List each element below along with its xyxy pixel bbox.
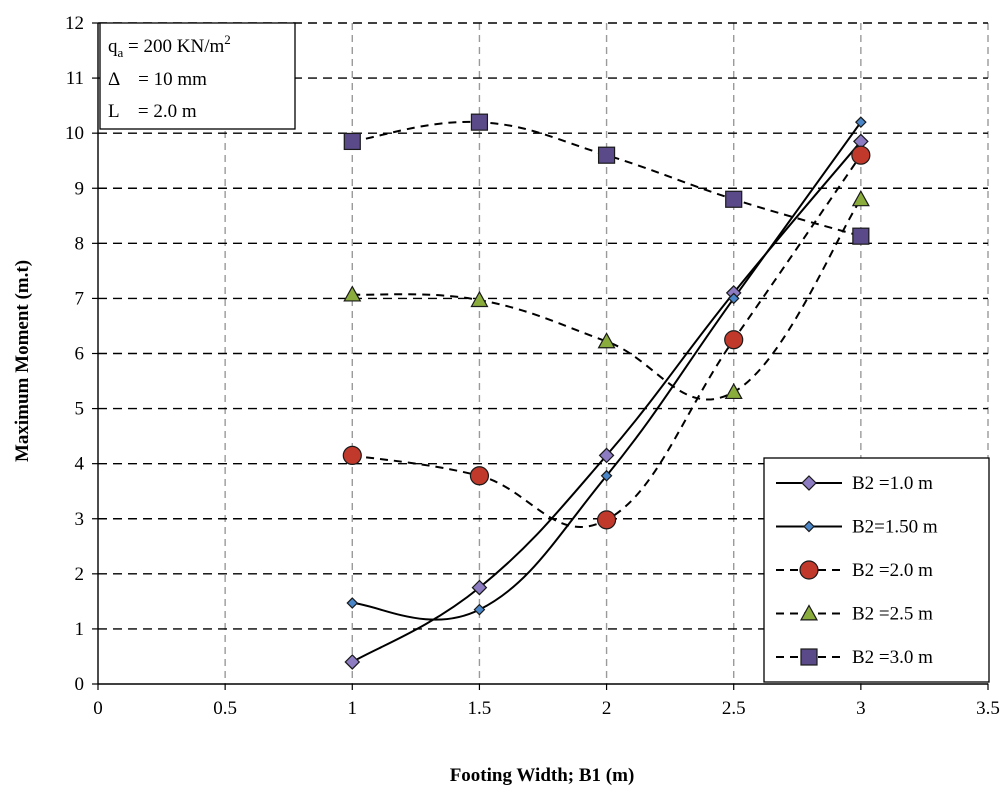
- x-tick-label: 0: [93, 698, 103, 719]
- legend: B2 =1.0 m B2=1.50 m B2 =2.0 m B2 =2.5 m B2 =…: [763, 457, 990, 683]
- annotation-line-2: Δ = 10 mm: [108, 69, 207, 90]
- legend-label-3: B2 =2.0 m: [852, 560, 933, 581]
- y-tick-label: 8: [75, 233, 85, 254]
- x-tick-label: 3: [856, 698, 866, 719]
- legend-marker-4: [799, 604, 819, 621]
- y-tick-label: 0: [75, 674, 85, 695]
- data-point-series-5: [725, 190, 743, 208]
- x-tick-label: 1: [348, 698, 358, 719]
- y-tick-label: 11: [66, 68, 84, 89]
- data-point-series-1: [344, 654, 361, 670]
- axes: [92, 22, 989, 690]
- x-tick-label: 2.5: [722, 698, 746, 719]
- legend-marker-3: [799, 560, 819, 580]
- data-point-series-3: [342, 445, 362, 466]
- legend-label-4: B2 =2.5 m: [852, 604, 933, 625]
- data-point-series-3: [851, 145, 871, 165]
- annotation-line-1: qa = 200 KN/m2: [108, 32, 231, 60]
- x-axis-label: Footing Width; B1 (m): [450, 765, 635, 786]
- series-group: [342, 113, 871, 670]
- y-tick-label: 9: [75, 178, 85, 199]
- y-tick-label: 4: [75, 454, 85, 475]
- y-tick-label: 10: [65, 123, 84, 144]
- legend-marker-5: [800, 648, 818, 666]
- series-line-4: [352, 198, 862, 401]
- data-point-series-4: [597, 332, 616, 349]
- x-tick-label: 3.5: [976, 698, 1000, 719]
- data-point-series-5: [597, 146, 616, 164]
- data-point-series-3: [596, 510, 617, 530]
- series-line-2: [352, 121, 862, 621]
- data-point-series-2: [346, 597, 359, 609]
- data-point-series-4: [724, 382, 743, 400]
- data-point-series-1: [598, 447, 615, 464]
- y-tick-label: 1: [75, 619, 85, 640]
- data-point-series-3: [469, 466, 490, 486]
- data-point-series-2: [855, 116, 867, 128]
- data-point-series-2: [727, 292, 740, 305]
- data-point-series-5: [852, 227, 870, 245]
- x-tick-label: 1.5: [468, 698, 492, 719]
- legend-label-1: B2 =1.0 m: [852, 473, 933, 494]
- annotation-box: qa = 200 KN/m2 Δ = 10 mm L = 2.0 m: [99, 22, 296, 130]
- y-tick-label: 5: [75, 399, 85, 420]
- data-point-series-4: [851, 190, 870, 207]
- annotation-line-3: L = 2.0 m: [108, 101, 197, 122]
- data-point-series-2: [600, 469, 613, 482]
- legend-marker-1: [801, 475, 817, 491]
- data-point-series-4: [470, 290, 489, 308]
- x-tick-label: 2: [602, 698, 612, 719]
- series-line-1: [351, 140, 862, 663]
- y-tick-label: 7: [75, 288, 85, 309]
- x-tick-label: 0.5: [213, 698, 237, 719]
- data-point-series-5: [343, 132, 361, 151]
- data-point-series-2: [473, 603, 486, 616]
- legend-marker-2: [803, 520, 815, 533]
- y-tick-label: 3: [75, 509, 85, 530]
- y-tick-label: 2: [75, 564, 85, 585]
- series-line-3: [352, 154, 862, 528]
- y-tick-label: 6: [75, 344, 85, 365]
- legend-label-2: B2=1.50 m: [852, 517, 938, 538]
- y-axis-label: Maximum Moment (m.t): [12, 260, 33, 462]
- data-point-series-4: [343, 285, 362, 302]
- data-point-series-1: [471, 579, 488, 596]
- legend-label-5: B2 =3.0 m: [852, 647, 933, 668]
- y-tick-label: 12: [65, 13, 84, 34]
- data-point-series-5: [470, 113, 489, 131]
- data-point-series-3: [724, 330, 744, 350]
